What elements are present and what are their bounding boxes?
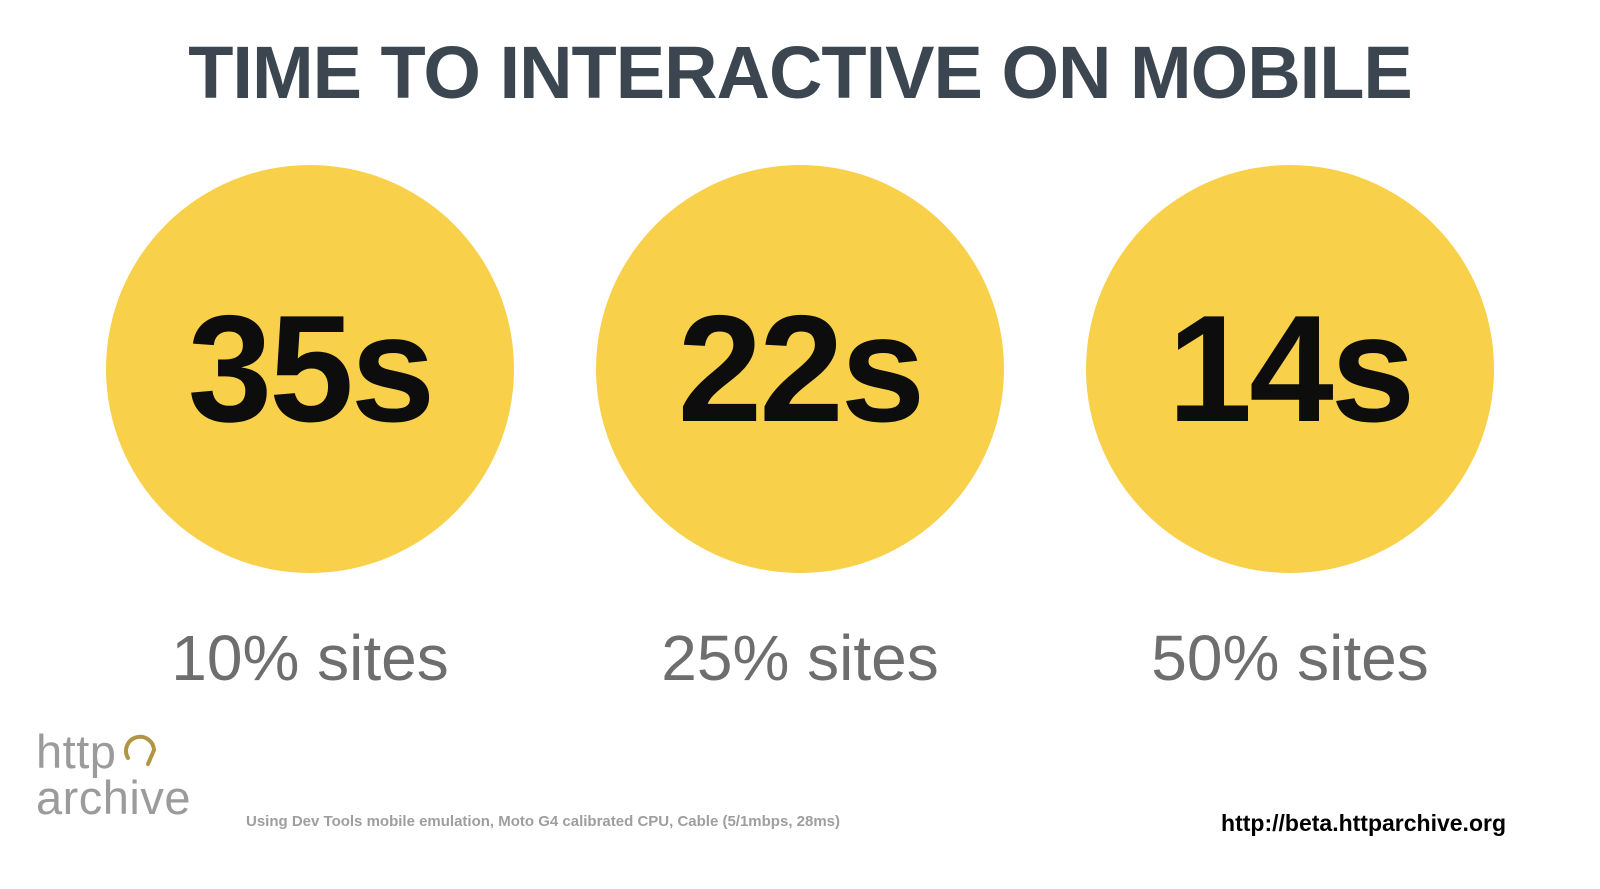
metric-value: 14s [1167,283,1416,454]
metric-group-p25: 22s 25% sites [596,165,1004,695]
metric-label: 10% sites [171,622,449,694]
metric-group-p10: 35s 10% sites [106,165,514,695]
httparchive-logo: http archive [36,722,256,832]
metric-circle-p10: 35s [106,165,514,573]
metric-group-p50: 14s 50% sites [1086,165,1494,695]
page-title: TIME TO INTERACTIVE ON MOBILE [188,31,1413,114]
logo-text-archive: archive [36,771,192,824]
metric-label: 25% sites [661,622,939,694]
logo-swoosh-icon [124,734,157,766]
site-url: http://beta.httparchive.org [1221,810,1506,836]
metric-value: 22s [677,283,926,454]
metric-value: 35s [187,283,436,454]
metric-label: 50% sites [1151,622,1429,694]
methodology-note: Using Dev Tools mobile emulation, Moto G… [246,813,841,830]
logo-text-http: http [36,725,117,778]
metrics-row: 35s 10% sites 22s 25% sites 14s 50% site… [0,165,1600,695]
metric-circle-p50: 14s [1086,165,1494,573]
metric-circle-p25: 22s [596,165,1004,573]
